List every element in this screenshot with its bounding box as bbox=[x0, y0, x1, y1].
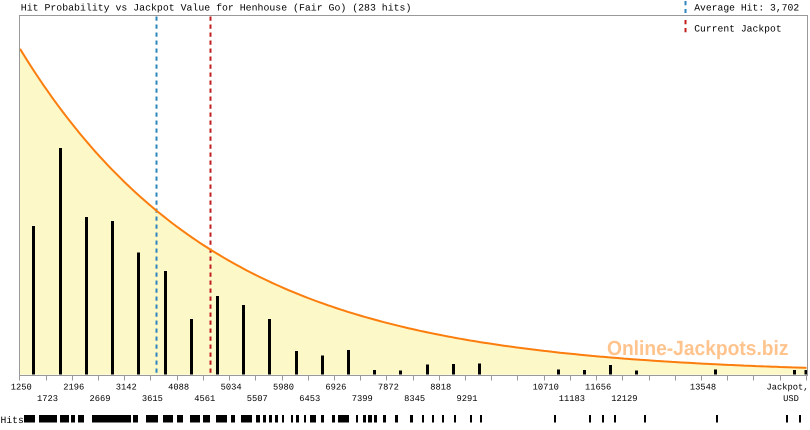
svg-text:2196: 2196 bbox=[63, 383, 84, 393]
svg-text:11183: 11183 bbox=[559, 394, 585, 404]
svg-text:1723: 1723 bbox=[37, 394, 58, 404]
svg-text:1250: 1250 bbox=[11, 383, 32, 393]
svg-text:3142: 3142 bbox=[116, 383, 137, 393]
svg-text:8818: 8818 bbox=[430, 383, 451, 393]
svg-text:USD: USD bbox=[783, 394, 799, 404]
svg-text:4561: 4561 bbox=[194, 394, 215, 404]
svg-text:5507: 5507 bbox=[247, 394, 268, 404]
svg-text:6453: 6453 bbox=[299, 394, 320, 404]
svg-text:10710: 10710 bbox=[533, 383, 559, 393]
svg-text:4088: 4088 bbox=[168, 383, 189, 393]
svg-text:Hits: Hits bbox=[1, 415, 24, 425]
svg-text:8345: 8345 bbox=[404, 394, 425, 404]
svg-text:13548: 13548 bbox=[690, 383, 716, 393]
svg-text:3615: 3615 bbox=[142, 394, 163, 404]
svg-text:9291: 9291 bbox=[456, 394, 477, 404]
svg-text:11656: 11656 bbox=[585, 383, 611, 393]
svg-text:12129: 12129 bbox=[611, 394, 637, 404]
svg-text:Current Jackpot: Current Jackpot bbox=[694, 23, 782, 34]
svg-text:5980: 5980 bbox=[273, 383, 294, 393]
svg-text:2669: 2669 bbox=[89, 394, 110, 404]
svg-text:Hit Probability vs Jackpot Val: Hit Probability vs Jackpot Value for Hen… bbox=[21, 3, 412, 14]
svg-text:5034: 5034 bbox=[221, 383, 242, 393]
svg-text:Online-Jackpots.biz: Online-Jackpots.biz bbox=[607, 337, 789, 360]
svg-text:7399: 7399 bbox=[352, 394, 373, 404]
svg-text:Jackpot,: Jackpot, bbox=[766, 383, 808, 393]
svg-text:6926: 6926 bbox=[325, 383, 346, 393]
svg-text:Average Hit: 3,702: Average Hit: 3,702 bbox=[694, 3, 799, 14]
svg-text:7872: 7872 bbox=[378, 383, 399, 393]
